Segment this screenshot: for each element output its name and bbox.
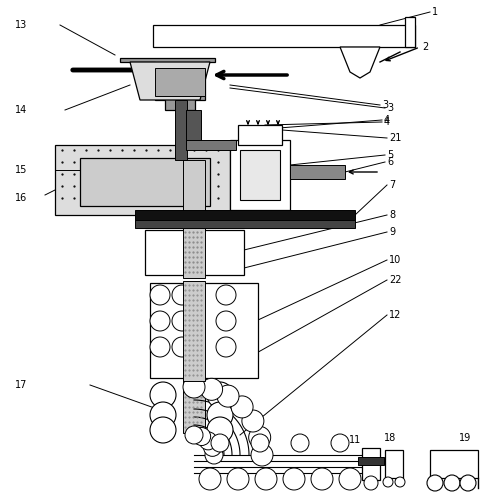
Circle shape: [311, 468, 333, 490]
Bar: [202, 230, 244, 275]
Polygon shape: [340, 47, 380, 78]
Bar: [230, 140, 290, 210]
Circle shape: [150, 402, 176, 428]
Text: 17: 17: [15, 380, 27, 390]
Circle shape: [383, 477, 393, 487]
Bar: [153, 25, 415, 47]
Circle shape: [216, 285, 236, 305]
Text: 1: 1: [432, 7, 438, 17]
Circle shape: [207, 417, 233, 443]
Bar: [135, 210, 355, 220]
Bar: [238, 125, 282, 145]
Text: 4: 4: [384, 117, 390, 127]
Bar: [155, 68, 205, 96]
Circle shape: [251, 434, 269, 452]
Text: 12: 12: [389, 310, 401, 320]
Bar: [150, 283, 258, 378]
Circle shape: [204, 438, 222, 456]
Bar: [135, 220, 355, 228]
Circle shape: [339, 468, 361, 490]
Text: 15: 15: [15, 165, 27, 175]
Circle shape: [150, 337, 170, 357]
Text: X: X: [159, 250, 167, 260]
Text: 7: 7: [389, 180, 395, 190]
Circle shape: [251, 444, 273, 466]
Polygon shape: [130, 62, 210, 100]
Bar: [175, 100, 187, 160]
Text: 16: 16: [15, 193, 27, 203]
Bar: [183, 228, 205, 278]
Circle shape: [150, 311, 170, 331]
Circle shape: [427, 475, 443, 491]
Text: 8: 8: [389, 210, 395, 220]
Circle shape: [283, 468, 305, 490]
Bar: [183, 160, 205, 232]
Circle shape: [216, 337, 236, 357]
Bar: [186, 110, 201, 145]
Bar: [240, 150, 280, 200]
Circle shape: [192, 428, 210, 446]
Bar: [186, 140, 236, 150]
Circle shape: [395, 477, 405, 487]
Text: 19: 19: [459, 433, 471, 443]
Text: 10: 10: [389, 255, 401, 265]
Text: X: X: [216, 250, 224, 260]
Circle shape: [242, 410, 264, 432]
Text: 6: 6: [387, 157, 393, 167]
Bar: [55, 145, 230, 215]
Text: 4: 4: [384, 115, 390, 125]
Bar: [80, 158, 210, 206]
Text: 21: 21: [389, 133, 401, 143]
Text: 3: 3: [382, 100, 388, 110]
Circle shape: [211, 434, 229, 452]
Text: 9: 9: [389, 227, 395, 237]
Circle shape: [331, 434, 349, 452]
Circle shape: [150, 285, 170, 305]
Circle shape: [444, 475, 460, 491]
Circle shape: [227, 468, 249, 490]
Text: 2: 2: [422, 42, 428, 52]
Circle shape: [460, 475, 476, 491]
Circle shape: [249, 427, 271, 448]
Circle shape: [172, 311, 192, 331]
Bar: [290, 165, 345, 179]
Polygon shape: [120, 58, 215, 110]
Text: 13: 13: [15, 20, 27, 30]
Circle shape: [217, 385, 239, 407]
Circle shape: [183, 376, 205, 398]
Text: 22: 22: [389, 275, 401, 285]
Bar: [183, 378, 205, 433]
Circle shape: [150, 417, 176, 443]
Circle shape: [207, 402, 233, 428]
Circle shape: [199, 432, 217, 450]
Circle shape: [150, 382, 176, 408]
Bar: [385, 450, 403, 478]
Circle shape: [185, 426, 203, 444]
Circle shape: [291, 434, 309, 452]
Text: 18: 18: [384, 433, 396, 443]
Circle shape: [172, 337, 192, 357]
Bar: [362, 448, 380, 480]
Circle shape: [255, 468, 277, 490]
Circle shape: [199, 468, 221, 490]
Bar: [358, 457, 384, 465]
Text: 3: 3: [387, 103, 393, 113]
Bar: [183, 281, 205, 381]
Bar: [145, 230, 187, 275]
Circle shape: [216, 311, 236, 331]
Text: 5: 5: [387, 150, 393, 160]
Text: 11: 11: [349, 435, 361, 445]
Bar: [430, 450, 478, 478]
Circle shape: [231, 396, 253, 418]
Circle shape: [364, 476, 378, 490]
Circle shape: [207, 382, 233, 408]
Circle shape: [172, 285, 192, 305]
Circle shape: [201, 378, 223, 400]
Bar: [405, 17, 415, 47]
Circle shape: [205, 446, 223, 464]
Text: 14: 14: [15, 105, 27, 115]
